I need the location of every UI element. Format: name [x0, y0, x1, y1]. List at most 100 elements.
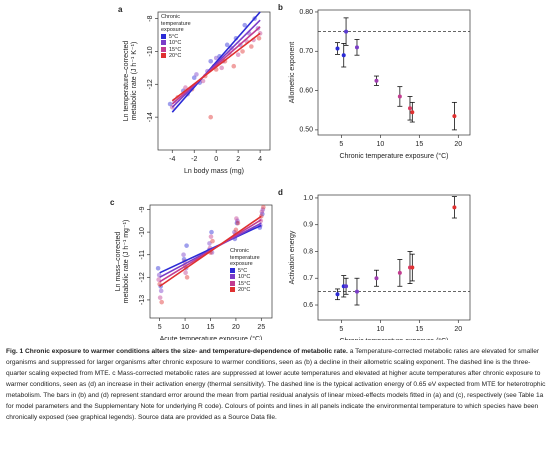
- point: [159, 299, 164, 305]
- x-axis-label: Acute temperature exposure (°C): [160, 335, 263, 340]
- point: [335, 46, 340, 51]
- caption-title: Fig. 1 Chronic exposure to warmer condit…: [6, 348, 348, 355]
- point: [344, 284, 349, 289]
- x-tick-label: 5: [339, 141, 343, 148]
- x-axis-label: Ln body mass (mg): [184, 168, 244, 175]
- point: [374, 78, 379, 83]
- point: [155, 265, 161, 271]
- y-axis-label: metabolic rate (J h⁻¹ K⁻¹): [131, 42, 138, 121]
- point: [341, 53, 346, 58]
- y-tick-label: -13: [139, 295, 146, 305]
- y-tick-label: -10: [139, 227, 146, 237]
- y-axis-label: metabolic rate (J h⁻¹ mg⁻¹): [123, 220, 130, 304]
- point: [200, 78, 206, 84]
- point: [207, 241, 212, 246]
- point: [397, 94, 402, 99]
- plot-frame: [157, 11, 271, 151]
- regression-line: [171, 11, 261, 113]
- point: [191, 75, 197, 81]
- x-axis-label: Chronic temperature exposure (°C): [339, 152, 448, 160]
- y-tick-label: 0.6: [303, 302, 313, 309]
- x-axis-label: Chronic temperature exposure (°C): [339, 337, 448, 340]
- legend-entry: 15°C: [230, 281, 270, 288]
- point: [260, 207, 266, 212]
- x-tick-label: 20: [454, 141, 462, 148]
- legend-swatch: [230, 274, 235, 280]
- legend-entry: 5°C: [161, 34, 201, 41]
- panel-label: a: [118, 5, 123, 14]
- regression-line: [171, 19, 261, 108]
- point: [452, 205, 457, 210]
- x-tick-label: 2: [236, 156, 240, 163]
- point: [259, 209, 265, 215]
- y-tick-label: -8: [147, 15, 154, 21]
- y-tick-label: -14: [147, 112, 154, 122]
- point: [224, 42, 230, 48]
- x-tick-label: 20: [454, 326, 462, 333]
- legend-title: Chronic temperature exposure: [161, 14, 191, 33]
- panel-label: d: [278, 188, 283, 197]
- y-axis-label: Allometric exponent: [289, 42, 296, 104]
- y-axis-label: Ln temperature–corrected: [123, 41, 130, 122]
- legend: Chronic temperature exposure 5°C 10°C 15°C 2…: [230, 248, 270, 294]
- y-axis-label: Ln mass–corrected: [115, 232, 122, 292]
- legend-swatch: [161, 46, 166, 52]
- legend-entry: 20°C: [230, 287, 270, 294]
- point: [208, 234, 214, 239]
- y-tick-label: -12: [147, 79, 154, 89]
- point: [181, 252, 186, 258]
- point: [213, 55, 219, 61]
- legend-label: 20°C: [169, 53, 182, 59]
- x-tick-label: 10: [376, 141, 384, 148]
- legend-label: 15°C: [169, 46, 182, 53]
- point: [354, 45, 359, 50]
- legend-swatch: [161, 40, 166, 46]
- x-tick-label: 15: [415, 326, 423, 333]
- legend-label: 10°C: [238, 274, 251, 280]
- legend-label: 10°C: [169, 40, 182, 46]
- legend-label: 5°C: [238, 267, 248, 274]
- y-axis-label: Activation energy: [289, 230, 296, 284]
- point: [234, 216, 239, 221]
- legend-entry: 10°C: [161, 40, 201, 47]
- y-tick-label: -11: [139, 250, 146, 260]
- regression-line: [159, 215, 262, 288]
- y-tick-label: 0.7: [303, 275, 313, 282]
- point: [167, 101, 173, 107]
- point: [410, 265, 415, 270]
- caption: Fig. 1 Chronic exposure to warmer condit…: [6, 346, 548, 423]
- point: [235, 52, 241, 58]
- point: [240, 49, 245, 54]
- point: [208, 58, 214, 64]
- legend-label: 5°C: [169, 33, 179, 40]
- point: [261, 204, 266, 210]
- x-tick-label: 15: [415, 141, 423, 148]
- point: [233, 227, 239, 233]
- plot-frame: [317, 194, 471, 321]
- point: [407, 106, 412, 111]
- legend-swatch: [161, 53, 166, 59]
- legend-swatch: [230, 287, 235, 293]
- point: [249, 44, 254, 49]
- x-tick-label: 15: [207, 324, 215, 331]
- x-tick-label: 20: [232, 324, 240, 331]
- point: [397, 270, 402, 275]
- point: [452, 114, 457, 119]
- point: [256, 35, 262, 41]
- legend-entry: 15°C: [161, 47, 201, 54]
- x-tick-label: -2: [191, 156, 197, 163]
- y-tick-label: -10: [147, 46, 154, 56]
- legend-label: 15°C: [238, 280, 251, 287]
- regression-line: [171, 26, 261, 105]
- legend-swatch: [230, 280, 235, 286]
- y-tick-label: 1.0: [303, 195, 313, 202]
- y-tick-label: -9: [139, 206, 146, 212]
- point: [335, 292, 340, 297]
- point: [374, 276, 379, 281]
- plot-frame: [317, 9, 471, 136]
- point: [209, 229, 214, 235]
- point: [208, 114, 214, 120]
- x-tick-label: 0: [214, 156, 218, 163]
- y-tick-label: -12: [139, 272, 146, 282]
- legend-title: Chronic temperature exposure: [230, 248, 260, 267]
